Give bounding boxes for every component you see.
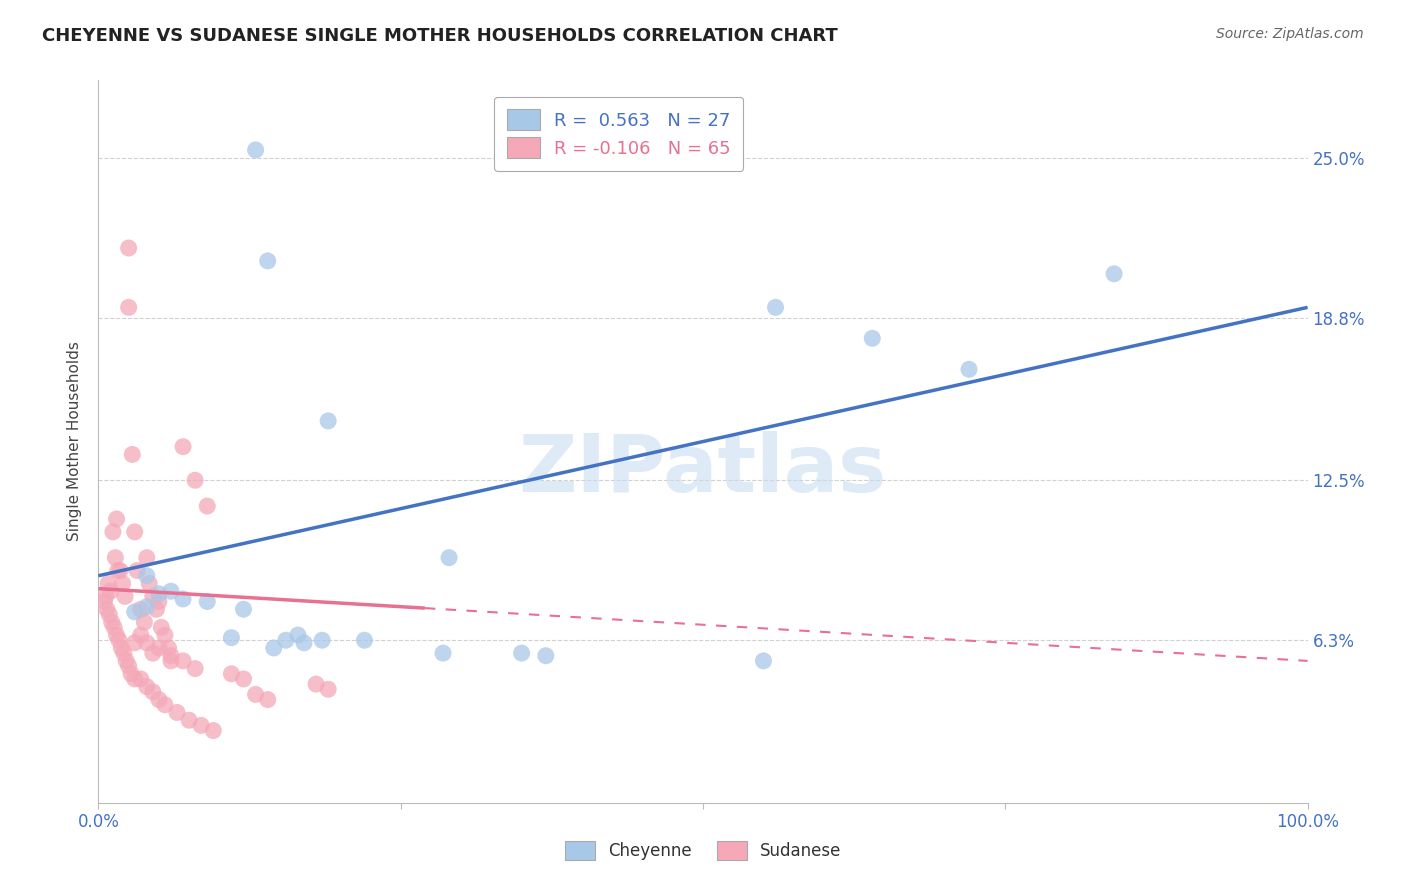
Point	[957, 362, 980, 376]
Point	[96, 602, 118, 616]
Point	[135, 550, 157, 565]
Point	[232, 672, 254, 686]
Point	[104, 550, 127, 565]
Point	[202, 723, 225, 738]
Point	[121, 447, 143, 461]
Text: CHEYENNE VS SUDANESE SINGLE MOTHER HOUSEHOLDS CORRELATION CHART: CHEYENNE VS SUDANESE SINGLE MOTHER HOUSE…	[42, 27, 838, 45]
Point	[101, 524, 124, 539]
Point	[134, 615, 156, 630]
Point	[142, 646, 165, 660]
Point	[160, 584, 183, 599]
Point	[179, 713, 201, 727]
Point	[274, 633, 297, 648]
Point	[316, 682, 339, 697]
Point	[510, 646, 533, 660]
Point	[94, 590, 117, 604]
Point	[148, 587, 170, 601]
Point	[120, 666, 142, 681]
Point	[153, 628, 176, 642]
Point	[860, 331, 883, 345]
Point	[129, 672, 152, 686]
Point	[287, 628, 309, 642]
Point	[195, 499, 218, 513]
Point	[160, 648, 183, 663]
Point	[135, 599, 157, 614]
Point	[765, 301, 787, 315]
Point	[221, 631, 243, 645]
Point	[160, 654, 183, 668]
Point	[153, 698, 176, 712]
Point	[316, 414, 339, 428]
Point	[135, 636, 157, 650]
Point	[190, 718, 212, 732]
Point	[93, 594, 115, 608]
Point	[184, 473, 207, 487]
Point	[353, 633, 375, 648]
Point	[305, 677, 328, 691]
Point	[172, 654, 194, 668]
Point	[148, 640, 170, 655]
Y-axis label: Single Mother Households: Single Mother Households	[67, 342, 83, 541]
Point	[172, 440, 194, 454]
Point	[111, 576, 134, 591]
Text: ZIPatlas: ZIPatlas	[519, 432, 887, 509]
Point	[118, 301, 141, 315]
Point	[437, 550, 460, 565]
Point	[100, 584, 122, 599]
Point	[157, 640, 180, 655]
Point	[245, 687, 267, 701]
Point	[148, 594, 170, 608]
Point	[534, 648, 557, 663]
Point	[124, 636, 146, 650]
Point	[135, 680, 157, 694]
Point	[142, 685, 165, 699]
Point	[263, 640, 285, 655]
Point	[232, 602, 254, 616]
Point	[97, 576, 120, 591]
Point	[256, 692, 278, 706]
Point	[124, 672, 146, 686]
Point	[145, 602, 167, 616]
Point	[124, 605, 146, 619]
Point	[138, 576, 160, 591]
Point	[110, 640, 132, 655]
Point	[107, 564, 129, 578]
Point	[148, 692, 170, 706]
Point	[114, 590, 136, 604]
Point	[105, 512, 128, 526]
Point	[108, 564, 131, 578]
Point	[221, 666, 243, 681]
Point	[118, 241, 141, 255]
Point	[184, 662, 207, 676]
Point	[100, 615, 122, 630]
Point	[105, 628, 128, 642]
Point	[112, 646, 135, 660]
Point	[108, 633, 131, 648]
Point	[1102, 267, 1125, 281]
Point	[292, 636, 315, 650]
Point	[115, 654, 138, 668]
Point	[124, 524, 146, 539]
Point	[432, 646, 454, 660]
Point	[129, 602, 152, 616]
Point	[142, 590, 165, 604]
Point	[172, 591, 194, 606]
Point	[752, 654, 775, 668]
Point	[127, 564, 149, 578]
Point	[311, 633, 333, 648]
Point	[98, 607, 121, 622]
Point	[129, 628, 152, 642]
Point	[150, 620, 173, 634]
Point	[103, 620, 125, 634]
Point	[166, 706, 188, 720]
Text: Source: ZipAtlas.com: Source: ZipAtlas.com	[1216, 27, 1364, 41]
Point	[195, 594, 218, 608]
Legend: Cheyenne, Sudanese: Cheyenne, Sudanese	[558, 834, 848, 867]
Point	[118, 659, 141, 673]
Point	[135, 568, 157, 582]
Point	[245, 143, 267, 157]
Point	[256, 254, 278, 268]
